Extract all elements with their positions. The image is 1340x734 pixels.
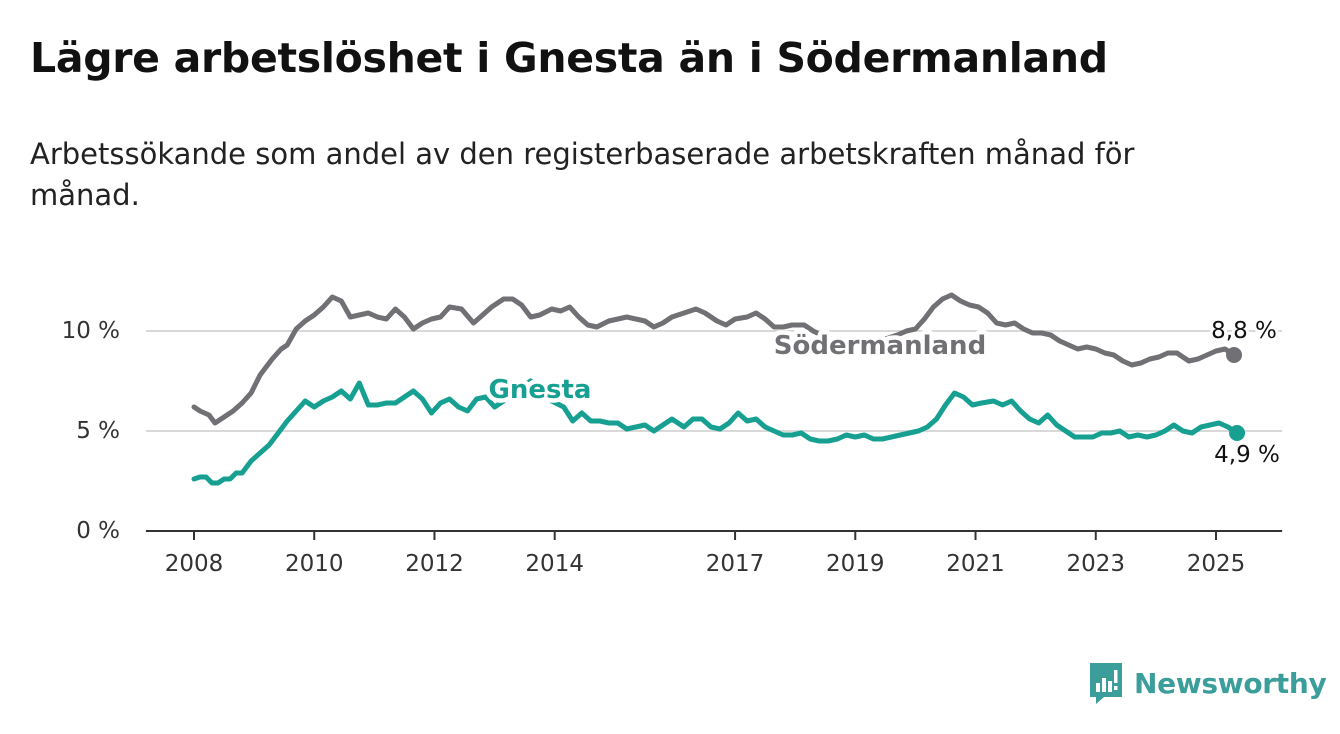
x-tick-label: 2023: [1066, 551, 1125, 577]
x-tick-label: 2012: [405, 551, 464, 577]
line-chart: 0 % 5 % 10 % 2008 2010 2012 2014 2017 2019 2021 20…: [62, 292, 1283, 577]
series-end-marker-gnesta: [1229, 425, 1246, 441]
chart-subtitle: Arbetssökande som andel av den registerb…: [30, 137, 1135, 212]
y-tick-label: 5 %: [76, 418, 120, 444]
x-tick-label: 2025: [1187, 551, 1246, 577]
series-end-label: 8,8 %: [1211, 318, 1277, 344]
series-name-label: Södermanland: [774, 331, 986, 361]
newsworthy-brand[interactable]: Newsworthy: [1088, 660, 1327, 706]
y-tick-label: 10 %: [62, 318, 120, 344]
x-tick-label: 2010: [285, 551, 344, 577]
chart-title: Lägre arbetslöshet i Gnesta än i Söderma…: [30, 34, 1108, 82]
x-tick-label: 2017: [706, 551, 765, 577]
series-end-marker-s-dermanland: [1226, 347, 1243, 363]
brand-name: Newsworthy: [1134, 666, 1327, 700]
series-end-label: 4,9 %: [1214, 442, 1280, 468]
series-line-gnesta: [191, 378, 1240, 486]
x-tick-label: 2008: [165, 551, 224, 577]
y-tick-label: 0 %: [76, 518, 120, 544]
series-line-s-dermanland: [191, 292, 1237, 426]
x-tick-label: 2019: [826, 551, 885, 577]
newsworthy-logo-icon: [1090, 663, 1122, 704]
x-tick-label: 2021: [946, 551, 1005, 577]
x-tick-label: 2014: [525, 551, 584, 577]
series-name-label: Gnesta: [489, 375, 592, 405]
